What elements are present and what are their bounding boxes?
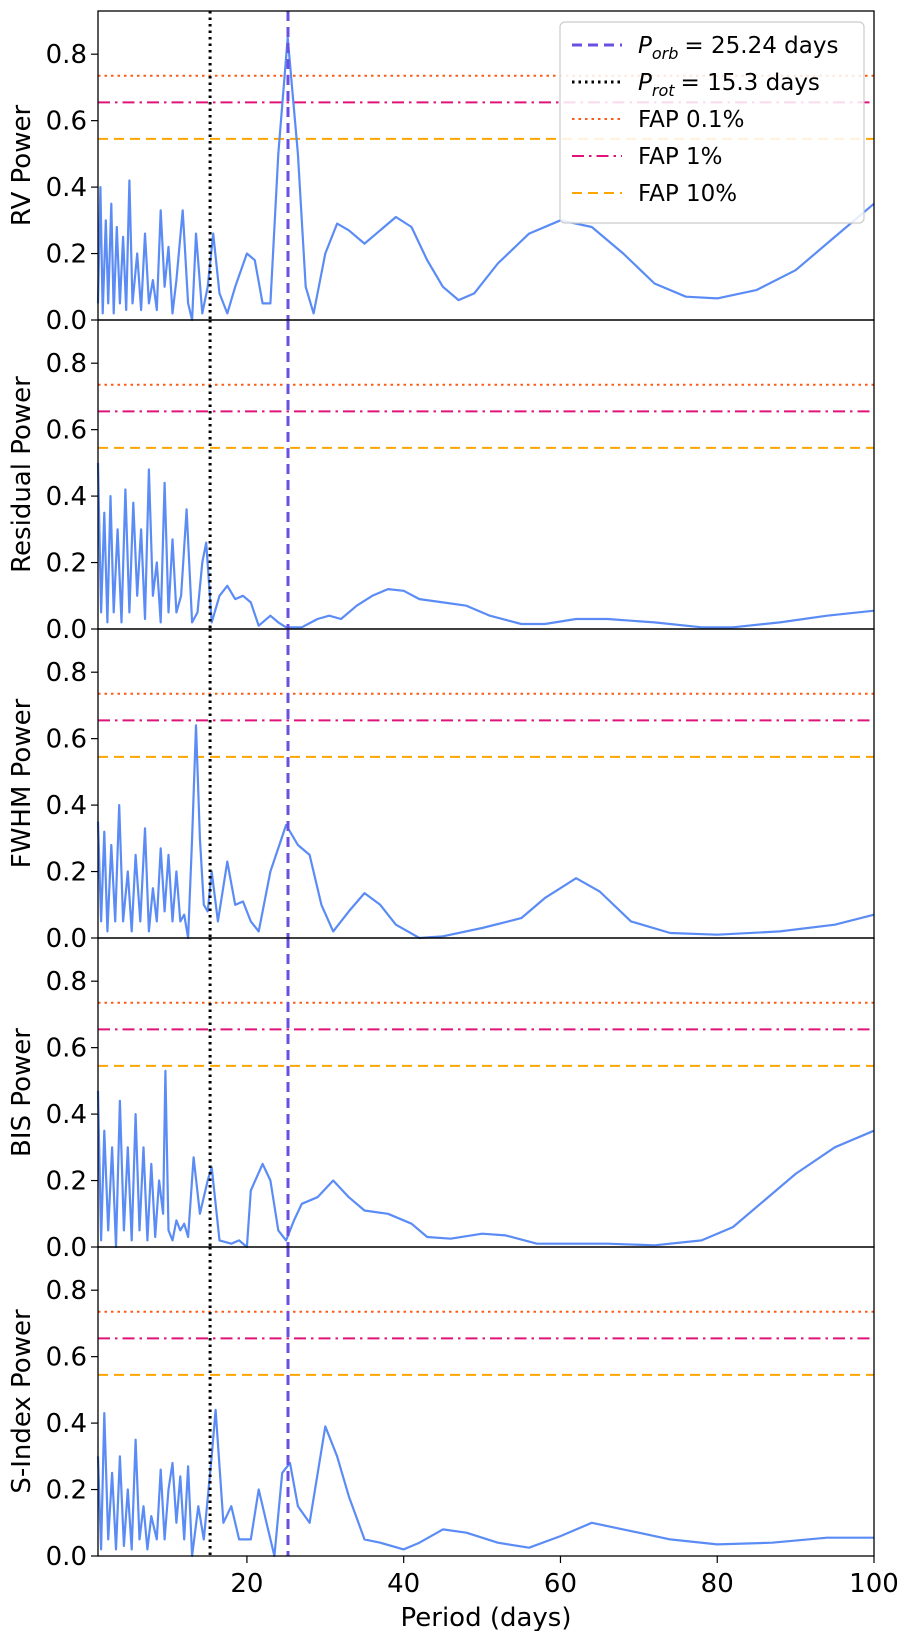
y-tick-label: 0.4 — [46, 791, 87, 821]
x-axis-label: Period (days) — [401, 1603, 572, 1631]
power-curve — [96, 724, 875, 940]
y-tick-label: 0.4 — [46, 1100, 87, 1130]
y-axis-label: Residual Power — [7, 376, 37, 573]
x-tick-label: 80 — [701, 1569, 734, 1599]
y-tick-label: 0.6 — [46, 1343, 87, 1373]
y-tick-label: 0.2 — [46, 858, 87, 888]
y-tick-label: 0.6 — [46, 725, 87, 755]
panel-frame — [97, 319, 875, 630]
legend-symbol: P — [638, 33, 652, 59]
legend-label: FAP 10% — [638, 181, 737, 207]
y-tick-label: 0.0 — [46, 615, 87, 645]
y-tick-label: 0.8 — [46, 40, 87, 70]
y-tick-label: 0.6 — [46, 416, 87, 446]
x-tick-label: 100 — [849, 1569, 899, 1599]
x-tick-label: 60 — [544, 1569, 577, 1599]
legend-text: = 15.3 days — [681, 70, 820, 96]
x-tick-label: 40 — [387, 1569, 420, 1599]
legend-label: Porb = 25.24 days — [638, 33, 838, 63]
y-tick-label: 0.4 — [46, 173, 87, 203]
power-curve — [96, 1069, 875, 1249]
y-axis-label: FWHM Power — [7, 698, 37, 868]
y-tick-label: 0.6 — [46, 1034, 87, 1064]
y-tick-label: 0.6 — [46, 107, 87, 137]
y-tick-label: 0.4 — [46, 482, 87, 512]
y-tick-label: 0.4 — [46, 1409, 87, 1439]
legend-symbol: P — [638, 70, 652, 96]
panel: 0.0 0.2 0.4 0.6 0.8 BIS Power — [7, 937, 875, 1263]
power-curve — [96, 462, 875, 629]
legend-text: FAP 10% — [638, 181, 737, 207]
power-curve — [96, 1408, 874, 1558]
legend-box — [559, 21, 865, 224]
power-curve — [96, 36, 875, 322]
y-tick-label: 0.0 — [46, 306, 87, 336]
y-tick-label: 0.0 — [46, 924, 87, 954]
legend-text: FAP 1% — [638, 144, 723, 170]
y-tick-label: 0.2 — [46, 240, 87, 270]
legend-label: FAP 0.1% — [638, 107, 744, 133]
panel: 0.0 0.2 0.4 0.6 0.8 FWHM Power — [7, 628, 875, 954]
y-tick-label: 0.2 — [46, 549, 87, 579]
panel: 0.0 0.2 0.4 0.6 0.8 Residual Power — [7, 319, 875, 645]
y-tick-label: 0.0 — [46, 1542, 87, 1572]
legend-subscript: orb — [652, 44, 679, 63]
legend-text: = 25.24 days — [684, 33, 838, 59]
panel-frame — [97, 1246, 875, 1557]
y-tick-label: 0.0 — [46, 1233, 87, 1263]
y-tick-label: 0.8 — [46, 349, 87, 379]
x-tick-label: 20 — [230, 1569, 263, 1599]
legend-text: FAP 0.1% — [638, 107, 744, 133]
y-tick-label: 0.8 — [46, 967, 87, 997]
legend-label: FAP 1% — [638, 144, 723, 170]
y-tick-label: 0.2 — [46, 1476, 87, 1506]
legend: Porb = 25.24 days Prot = 15.3 days FAP 0.1% F… — [559, 21, 865, 224]
legend-label: Prot = 15.3 days — [638, 70, 820, 100]
y-tick-label: 0.8 — [46, 658, 87, 688]
y-axis-label: S-Index Power — [7, 1309, 37, 1494]
y-tick-label: 0.2 — [46, 1167, 87, 1197]
y-axis-label: RV Power — [7, 105, 37, 227]
panel: 0.0 0.2 0.4 0.6 0.8 S-Index Power — [7, 1246, 875, 1572]
y-axis-label: BIS Power — [7, 1028, 37, 1157]
y-tick-label: 0.8 — [46, 1276, 87, 1306]
legend-subscript: rot — [652, 81, 675, 100]
